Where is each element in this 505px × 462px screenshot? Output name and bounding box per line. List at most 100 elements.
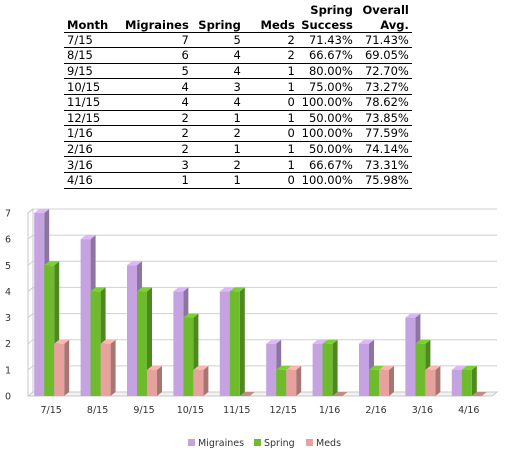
bar [90, 291, 101, 396]
cell-migraines: 2 [122, 141, 192, 158]
data-table-container: Spring Overall Month Migraines Spring Me… [64, 3, 412, 189]
x-tick-label: 3/16 [412, 405, 433, 416]
y-tick-label: 7 [5, 209, 11, 220]
bar-side [64, 339, 70, 396]
x-tick-label: 12/15 [270, 405, 297, 416]
y-tick-label: 1 [5, 365, 11, 376]
bar-top [461, 365, 477, 370]
y-tick-label: 0 [5, 392, 11, 403]
bar-top [286, 365, 302, 370]
cell-meds: 2 [243, 32, 298, 49]
legend-swatch [254, 439, 261, 446]
header-success-bottom: Success [297, 17, 356, 33]
header-success-top: Spring [310, 3, 353, 17]
bar [425, 369, 436, 396]
legend-label: Meds [316, 438, 341, 449]
bar [219, 291, 230, 396]
bar [461, 369, 472, 396]
legend-swatch [188, 439, 195, 446]
bar [127, 265, 137, 396]
gridline [27, 339, 497, 345]
legend-label: Spring [264, 438, 295, 449]
header-avg-bottom: Avg. [355, 17, 412, 33]
cell-migraines: 4 [122, 78, 192, 95]
gridline [27, 234, 497, 240]
cell-meds: 1 [243, 156, 298, 173]
bar [266, 343, 277, 396]
bar-side [435, 365, 441, 396]
bar [147, 369, 157, 396]
y-tick-label: 2 [5, 339, 11, 350]
bar-top [54, 339, 70, 344]
bar-top [183, 313, 199, 318]
header-spacer [64, 3, 122, 17]
cell-month: 8/15 [64, 47, 122, 64]
bar [193, 369, 204, 396]
table-row: 4/16 1 1 0 100.00% 75.98% [64, 172, 412, 189]
x-tick-label: 11/15 [223, 405, 250, 416]
table-body: 7/15 7 5 2 71.43% 71.43% 8/15 6 4 2 66.67% 69.05% 9/… [64, 32, 412, 189]
bar-top [266, 339, 282, 344]
bar-chart: 0 1 2 3 4 5 6 7 7/15 8/15 9/15 10/15 11/15 12/15 1/16 2… [5, 208, 499, 449]
cell-success: 75.00% [297, 78, 356, 95]
y-axis-top [27, 208, 34, 214]
cell-migraines: 3 [122, 156, 192, 173]
cell-migraines: 6 [122, 47, 192, 64]
header-spacer [122, 3, 192, 17]
legend-swatch [306, 439, 313, 446]
bar-zero [239, 392, 255, 396]
table-row: 10/15 4 3 1 75.00% 73.27% [64, 78, 412, 95]
gridline [27, 208, 497, 214]
cell-migraines: 2 [122, 110, 192, 127]
cell-meds: 1 [243, 110, 298, 127]
bar-zero [471, 392, 487, 396]
cell-meds: 2 [243, 47, 298, 64]
cell-spring: 1 [191, 172, 244, 189]
bar [359, 343, 369, 396]
bar [415, 343, 426, 396]
table-row: 8/15 6 4 2 66.67% 69.05% [64, 47, 412, 64]
bar [54, 343, 65, 396]
bar-top [44, 261, 60, 266]
cell-success: 50.00% [297, 141, 356, 158]
bar [322, 343, 333, 396]
bar [312, 343, 323, 396]
bar-side [157, 365, 162, 396]
cell-success: 100.00% [297, 125, 356, 142]
cell-success: 50.00% [297, 110, 356, 127]
bar [405, 317, 416, 396]
bar-top [34, 209, 50, 213]
bar-top [147, 365, 162, 370]
bar [369, 369, 379, 396]
cell-month: 7/15 [64, 32, 122, 49]
bar [229, 291, 240, 396]
bar [34, 213, 45, 396]
table-row: 1/16 2 2 0 100.00% 77.59% [64, 125, 412, 142]
bar-side [110, 339, 116, 396]
cell-month: 3/16 [64, 156, 122, 173]
y-tick-label: 5 [5, 261, 11, 272]
cell-spring: 4 [191, 63, 244, 80]
bar-top [90, 287, 106, 292]
gridline [27, 365, 497, 371]
x-tick-label: 1/16 [319, 405, 340, 416]
table-row: 3/16 3 2 1 66.67% 73.31% [64, 156, 412, 173]
bar [100, 343, 111, 396]
gridline [27, 313, 497, 318]
cell-month: 1/16 [64, 125, 122, 142]
bar-side [471, 365, 477, 396]
bar-top [359, 339, 374, 344]
cell-migraines: 5 [122, 63, 192, 80]
header-spacer [244, 3, 298, 17]
cell-spring: 2 [191, 156, 244, 173]
x-tick-label: 8/15 [87, 405, 108, 416]
y-tick-label: 4 [5, 287, 11, 298]
header-avg-top: Overall [362, 3, 409, 17]
cell-avg: 73.85% [355, 110, 412, 127]
cell-month: 10/15 [64, 78, 122, 95]
table-row: 11/15 4 4 0 100.00% 78.62% [64, 94, 412, 111]
table-row: 2/16 2 1 1 50.00% 74.14% [64, 141, 412, 158]
bar-top [193, 365, 209, 370]
x-tick-label: 2/16 [365, 405, 386, 416]
cell-spring: 5 [191, 32, 244, 49]
